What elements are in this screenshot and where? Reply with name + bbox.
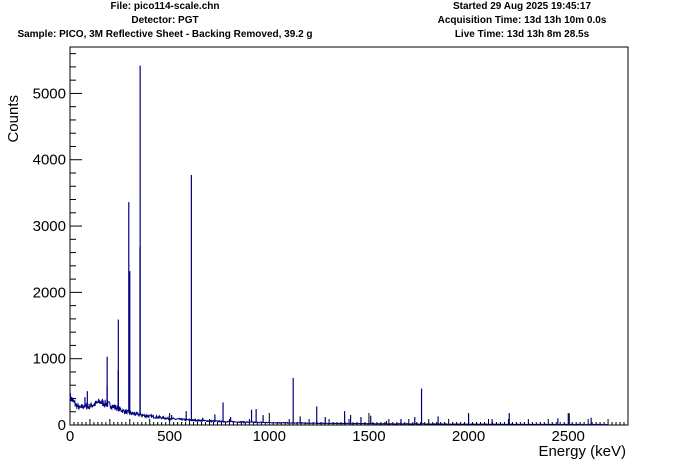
y-tick-label: 0: [58, 417, 66, 434]
y-tick-label: 1000: [33, 351, 66, 368]
detector-name: Detector: PGT: [131, 15, 199, 26]
file-name: File: pico114-scale.chn: [110, 1, 220, 12]
sample-description: Sample: PICO, 3M Reflective Sheet - Back…: [17, 29, 313, 40]
y-tick-label: 3000: [33, 218, 66, 235]
x-tick-label: 0: [66, 428, 74, 445]
plot-frame: [69, 46, 629, 426]
y-tick-label: 4000: [33, 152, 66, 169]
x-tick-label: 2000: [452, 428, 485, 445]
live-time: Live Time: 13d 13h 8m 28.5s: [454, 29, 590, 40]
y-tick-label: 5000: [33, 85, 66, 102]
x-axis-label: Energy (keV): [538, 443, 626, 460]
x-tick-label: 1500: [352, 428, 385, 445]
x-tick-label: 500: [157, 428, 182, 445]
acquisition-time: Acquisition Time: 13d 13h 10m 0.0s: [437, 15, 607, 26]
y-axis-label: Counts: [5, 95, 22, 143]
y-tick-label: 2000: [33, 284, 66, 301]
x-tick-label: 1000: [253, 428, 286, 445]
spectrum-line: [69, 392, 609, 426]
start-time: Started 29 Aug 2025 19:45:17: [452, 1, 592, 12]
x-tick-label: 2500: [552, 428, 585, 445]
